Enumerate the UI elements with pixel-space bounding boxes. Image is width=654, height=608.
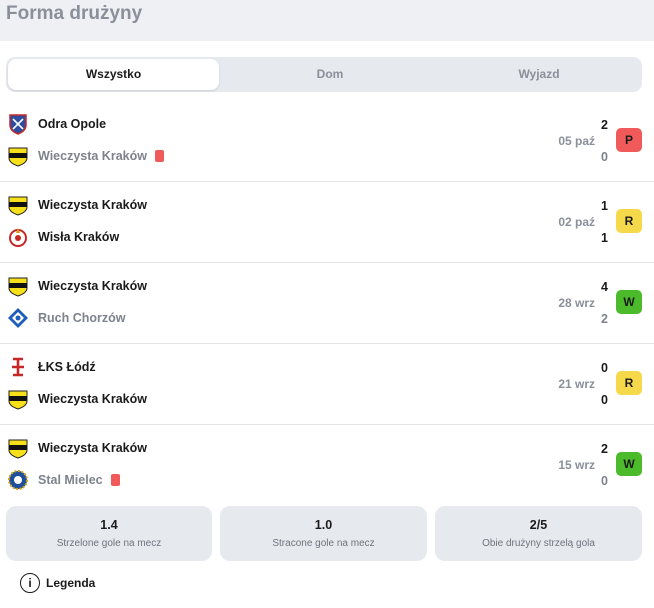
home-team: ŁKS Łódź: [7, 355, 96, 379]
red-card-icon: [154, 150, 164, 162]
wieczysta-crest-icon: [7, 194, 29, 216]
section-title: Forma drużyny: [6, 3, 143, 24]
result-badge: W: [616, 290, 642, 314]
match-row[interactable]: Wieczysta Kraków Wisła Kraków 1 02 paź 1…: [0, 182, 654, 263]
home-team: Wieczysta Kraków: [7, 436, 147, 460]
stat-label: Strzelone gole na mecz: [56, 538, 162, 549]
away-score: 2: [601, 312, 608, 326]
stat-goals-scored: 1.4 Strzelone gole na mecz: [6, 506, 212, 561]
team-name: Wieczysta Kraków: [38, 392, 147, 406]
stat-label: Obie drużyny strzelą gola: [482, 538, 595, 549]
away-score: 0: [601, 393, 608, 407]
team-name: Wieczysta Kraków: [38, 149, 147, 163]
home-team: Wieczysta Kraków: [7, 193, 147, 217]
match-date: 28 wrz: [558, 296, 595, 310]
team-name: Wieczysta Kraków: [38, 441, 147, 455]
match-date: 21 wrz: [558, 377, 595, 391]
odra-crest-icon: [7, 113, 29, 135]
home-score: 2: [601, 442, 608, 456]
home-team: Wieczysta Kraków: [7, 274, 147, 298]
team-name: Wieczysta Kraków: [38, 198, 147, 212]
match-date: 02 paź: [558, 215, 595, 229]
stat-goals-conceded: 1.0 Stracone gole na mecz: [220, 506, 427, 561]
team-name: Ruch Chorzów: [38, 311, 126, 325]
form-panel: Wszystko Dom Wyjazd Odra Opole Wieczysta…: [0, 41, 654, 608]
away-team: Wieczysta Kraków: [7, 144, 164, 168]
wisla-crest-icon: [7, 226, 29, 248]
wieczysta-crest-icon: [7, 437, 29, 459]
legend-button[interactable]: i Legenda: [20, 573, 95, 593]
match-date: 05 paź: [558, 134, 595, 148]
tab-home[interactable]: Dom: [316, 67, 344, 81]
tab-away[interactable]: Wyjazd: [518, 67, 560, 81]
away-score: 0: [601, 474, 608, 488]
match-row[interactable]: Wieczysta Kraków Ruch Chorzów 4 28 wrz 2…: [0, 263, 654, 344]
away-team: Ruch Chorzów: [7, 306, 126, 330]
section-header: Forma drużyny: [0, 0, 654, 41]
tab-all[interactable]: Wszystko: [8, 59, 219, 90]
result-badge: P: [616, 128, 642, 152]
home-score: 0: [601, 361, 608, 375]
stat-value: 2/5: [529, 518, 548, 532]
wieczysta-crest-icon: [7, 388, 29, 410]
ruch-crest-icon: [7, 307, 29, 329]
stat-label: Stracone gole na mecz: [272, 538, 375, 549]
red-card-icon: [110, 474, 120, 486]
team-name: Stal Mielec: [38, 473, 103, 487]
away-score: 0: [601, 150, 608, 164]
away-team: Stal Mielec: [7, 468, 120, 492]
home-score: 1: [601, 199, 608, 213]
match-row[interactable]: Odra Opole Wieczysta Kraków 2 05 paź 0 P: [0, 101, 654, 182]
wieczysta-crest-icon: [7, 145, 29, 167]
result-badge: R: [616, 209, 642, 233]
tab-bar: Wszystko Dom Wyjazd: [6, 57, 642, 92]
result-badge: W: [616, 452, 642, 476]
stal-crest-icon: [7, 469, 29, 491]
away-score: 1: [601, 231, 608, 245]
team-name: Wieczysta Kraków: [38, 279, 147, 293]
team-name: Wisła Kraków: [38, 230, 120, 244]
away-team: Wieczysta Kraków: [7, 387, 147, 411]
away-team: Wisła Kraków: [7, 225, 119, 249]
home-score: 2: [601, 118, 608, 132]
match-row[interactable]: Wieczysta Kraków Stal Mielec 2 15 wrz 0 …: [0, 425, 654, 505]
match-row[interactable]: ŁKS Łódź Wieczysta Kraków 0 21 wrz 0 R: [0, 344, 654, 425]
team-name: Odra Opole: [38, 117, 107, 131]
team-name: ŁKS Łódź: [38, 360, 96, 374]
result-badge: R: [616, 371, 642, 395]
stat-value: 1.0: [314, 518, 333, 532]
home-team: Odra Opole: [7, 112, 106, 136]
lks-crest-icon: [7, 356, 29, 378]
wieczysta-crest-icon: [7, 275, 29, 297]
home-score: 4: [601, 280, 608, 294]
stat-value: 1.4: [100, 518, 118, 532]
match-date: 15 wrz: [558, 458, 595, 472]
info-icon: i: [20, 573, 40, 593]
legend-label: Legenda: [46, 576, 96, 590]
stat-both-teams-score: 2/5 Obie drużyny strzelą gola: [435, 506, 642, 561]
